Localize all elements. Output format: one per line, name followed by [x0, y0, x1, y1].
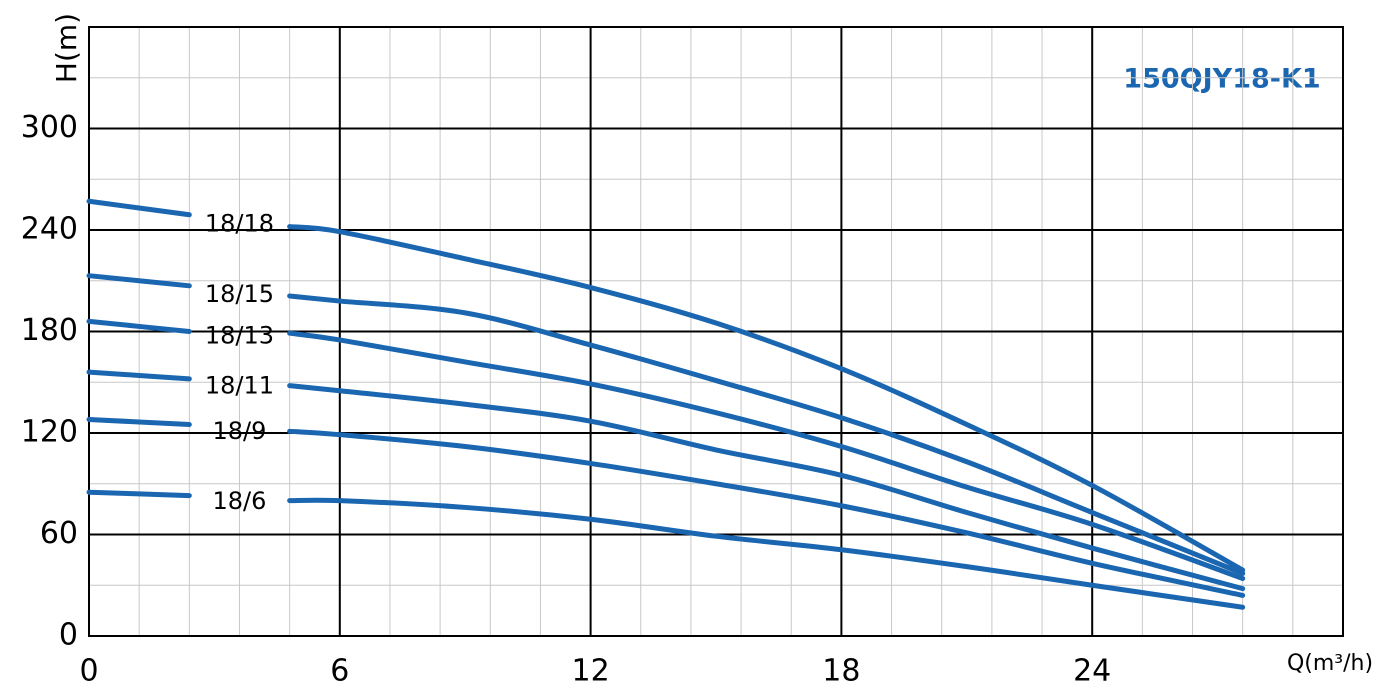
series-label: 18/13 — [205, 321, 274, 349]
y-tick-label: 180 — [21, 313, 78, 348]
y-tick-label: 300 — [21, 110, 78, 145]
y-tick-label: 0 — [59, 618, 78, 653]
x-tick-label: 6 — [330, 654, 349, 689]
y-tick-label: 240 — [21, 212, 78, 247]
y-tick-label: 120 — [21, 415, 78, 450]
series-label: 18/9 — [213, 417, 267, 445]
x-tick-label: 18 — [822, 654, 860, 689]
series-label: 18/6 — [213, 487, 267, 515]
y-axis-title: H(m) — [50, 13, 83, 83]
y-tick-label: 60 — [40, 516, 78, 551]
curve — [86, 273, 1246, 576]
x-tick-label: 12 — [572, 654, 610, 689]
curve — [86, 318, 1246, 581]
curve — [86, 416, 1246, 598]
x-axis-title: Q(m³/h) — [1287, 651, 1373, 676]
series-label: 18/15 — [205, 280, 274, 308]
plot-frame — [88, 26, 1344, 637]
series-label: 18/11 — [205, 371, 274, 399]
chart-title: 150QJY18-K1 — [1123, 64, 1320, 95]
curve — [86, 489, 1246, 610]
series-label: 18/18 — [205, 210, 274, 238]
x-tick-label: 0 — [79, 654, 98, 689]
curve — [86, 198, 1246, 573]
x-tick-label: 24 — [1073, 654, 1111, 689]
curve — [86, 369, 1246, 592]
